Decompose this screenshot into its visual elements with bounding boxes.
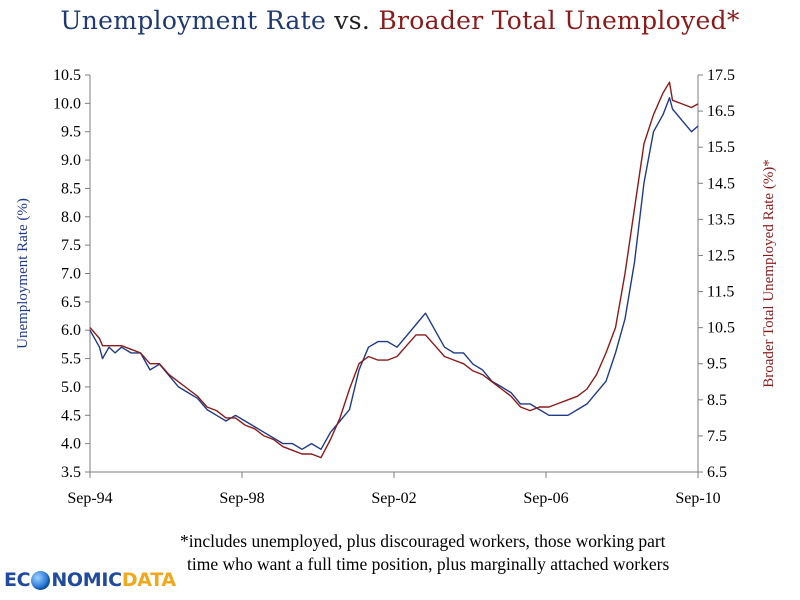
left-tick-label: 9.5 xyxy=(61,124,81,141)
left-tick-label: 5.0 xyxy=(61,379,81,396)
footnote-line-2: time who want a full time position, plus… xyxy=(187,554,670,574)
title-unemployment-rate: Unemployment Rate xyxy=(60,6,327,35)
x-tick-label: Sep-06 xyxy=(523,490,568,507)
right-tick-label: 9.5 xyxy=(707,356,727,373)
right-tick-label: 12.5 xyxy=(707,247,735,264)
right-tick-label: 17.5 xyxy=(707,67,735,84)
left-tick-label: 5.5 xyxy=(61,351,81,368)
left-tick-label: 6.5 xyxy=(61,294,81,311)
left-tick-label: 8.0 xyxy=(61,209,81,226)
left-tick-label: 7.0 xyxy=(61,266,81,283)
title-vs: vs. xyxy=(326,6,379,35)
right-tick-label: 10.5 xyxy=(707,320,735,337)
left-tick-label: 4.5 xyxy=(61,407,81,424)
title-broader-unemployed: Broader Total Unemployed* xyxy=(378,6,740,35)
left-tick-label: 7.5 xyxy=(61,237,81,254)
right-tick-label: 13.5 xyxy=(707,211,735,228)
left-tick-label: 9.0 xyxy=(61,152,81,169)
x-tick-label: Sep-98 xyxy=(219,490,264,507)
right-tick-label: 16.5 xyxy=(707,103,735,120)
unemployment-rate-line xyxy=(89,96,699,450)
footnote-line-1: *includes unemployed, plus discouraged w… xyxy=(180,531,666,551)
right-axis-title: Broader Total Unemployed Rate (%)* xyxy=(761,159,777,388)
right-tick-label: 14.5 xyxy=(707,175,735,192)
left-tick-label: 8.5 xyxy=(61,180,81,197)
logo-text-data: DATA xyxy=(121,569,176,591)
logo-text-nomic: NOMIC xyxy=(51,569,122,591)
right-tick-label: 11.5 xyxy=(707,284,734,301)
right-tick-label: 15.5 xyxy=(707,139,735,156)
x-tick-label: Sep-94 xyxy=(67,490,112,507)
left-tick-label: 6.0 xyxy=(61,322,81,339)
econompicdata-logo: EC NOMIC DATA xyxy=(4,566,176,594)
footnote: *includes unemployed, plus discouraged w… xyxy=(180,530,790,576)
chart-title: Unemployment Rate vs. Broader Total Unem… xyxy=(0,6,800,35)
broader-unemployed-line xyxy=(89,81,699,459)
left-tick-label: 4.0 xyxy=(61,436,81,453)
left-tick-label: 3.5 xyxy=(61,464,81,481)
x-tick-label: Sep-10 xyxy=(675,490,720,507)
left-axis-title: Unemployment Rate (%) xyxy=(15,198,31,349)
left-tick-label: 10.0 xyxy=(53,95,81,112)
x-tick-label: Sep-02 xyxy=(371,490,416,507)
right-tick-label: 6.5 xyxy=(707,464,727,481)
logo-text-ec: EC xyxy=(4,569,31,591)
right-tick-label: 8.5 xyxy=(707,392,727,409)
globe-icon xyxy=(31,570,51,590)
right-tick-label: 7.5 xyxy=(707,428,727,445)
left-tick-label: 10.5 xyxy=(53,67,81,84)
